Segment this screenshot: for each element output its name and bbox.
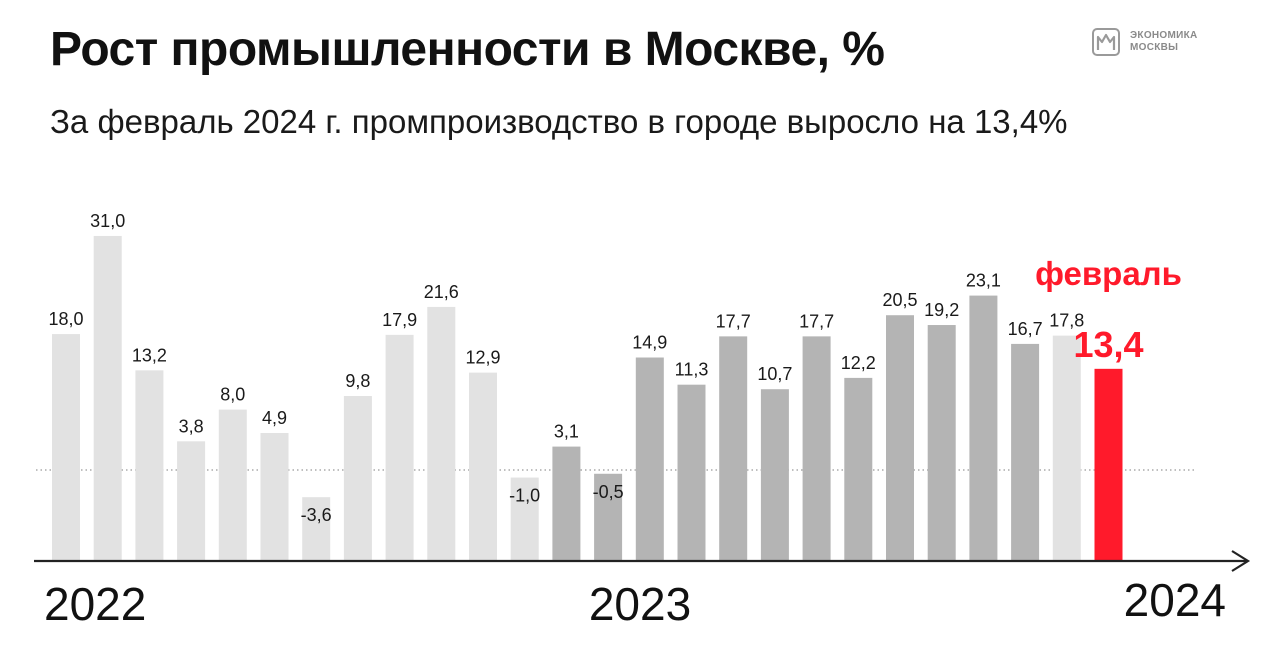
data-label: 12,9 <box>465 348 500 368</box>
data-label: 3,1 <box>554 422 579 442</box>
data-label: -1,0 <box>509 486 540 506</box>
year-label: 2024 <box>1124 574 1226 626</box>
data-label: 10,7 <box>757 364 792 384</box>
data-label: 9,8 <box>345 371 370 391</box>
bar <box>177 441 206 561</box>
bar <box>844 377 873 561</box>
bar <box>260 433 289 561</box>
data-label: 17,8 <box>1049 311 1084 331</box>
bar <box>1011 343 1040 561</box>
chart-title: Рост промышленности в Москве, % <box>50 23 885 76</box>
data-label: 17,9 <box>382 310 417 330</box>
bar <box>343 396 372 561</box>
data-label: 12,2 <box>841 353 876 373</box>
bar <box>385 334 414 561</box>
bar <box>218 409 247 561</box>
bar <box>552 446 581 561</box>
bar <box>760 389 789 561</box>
bar <box>1094 368 1123 561</box>
chart-subtitle: За февраль 2024 г. промпроизводство в го… <box>50 103 1068 140</box>
bar <box>510 477 539 561</box>
bar <box>93 235 122 561</box>
bar <box>719 336 748 561</box>
bar <box>52 334 80 561</box>
data-label: 11,3 <box>675 360 709 380</box>
highlight-month-label: февраль <box>1035 255 1182 292</box>
data-label: 21,6 <box>424 282 459 302</box>
bar <box>802 336 831 561</box>
data-label: 31,0 <box>90 211 125 231</box>
bar <box>302 497 331 561</box>
data-label: 14,9 <box>632 333 667 353</box>
data-label: -3,6 <box>301 505 332 525</box>
data-label: 23,1 <box>966 271 1001 291</box>
year-label: 2022 <box>44 578 146 630</box>
bar <box>886 315 914 561</box>
data-label: 17,7 <box>716 311 751 331</box>
bar <box>969 295 998 561</box>
data-label: 17,7 <box>799 311 834 331</box>
bar <box>469 372 497 561</box>
data-label: 20,5 <box>882 290 917 310</box>
year-label: 2023 <box>589 578 691 630</box>
highlight-value-label: 13,4 <box>1073 324 1143 365</box>
data-label: 8,0 <box>220 385 245 405</box>
bar <box>594 473 623 561</box>
bar <box>927 325 956 561</box>
bar <box>135 370 164 561</box>
bar <box>677 384 706 561</box>
data-label: 3,8 <box>179 416 204 436</box>
bar <box>1052 335 1081 561</box>
building-icon <box>1092 28 1120 56</box>
data-label: -0,5 <box>593 482 624 502</box>
data-label: 18,0 <box>48 309 83 329</box>
data-label: 13,2 <box>132 345 167 365</box>
data-label: 4,9 <box>262 408 287 428</box>
bar <box>635 357 664 561</box>
axis-arrow-icon <box>1231 550 1251 572</box>
logo: ЭКОНОМИКА МОСКВЫ <box>1090 26 1198 58</box>
data-label: 16,7 <box>1008 319 1043 339</box>
logo-line-1: ЭКОНОМИКА <box>1130 30 1198 41</box>
bar <box>427 306 456 561</box>
logo-line-2: МОСКВЫ <box>1130 42 1179 53</box>
data-label: 19,2 <box>924 300 959 320</box>
